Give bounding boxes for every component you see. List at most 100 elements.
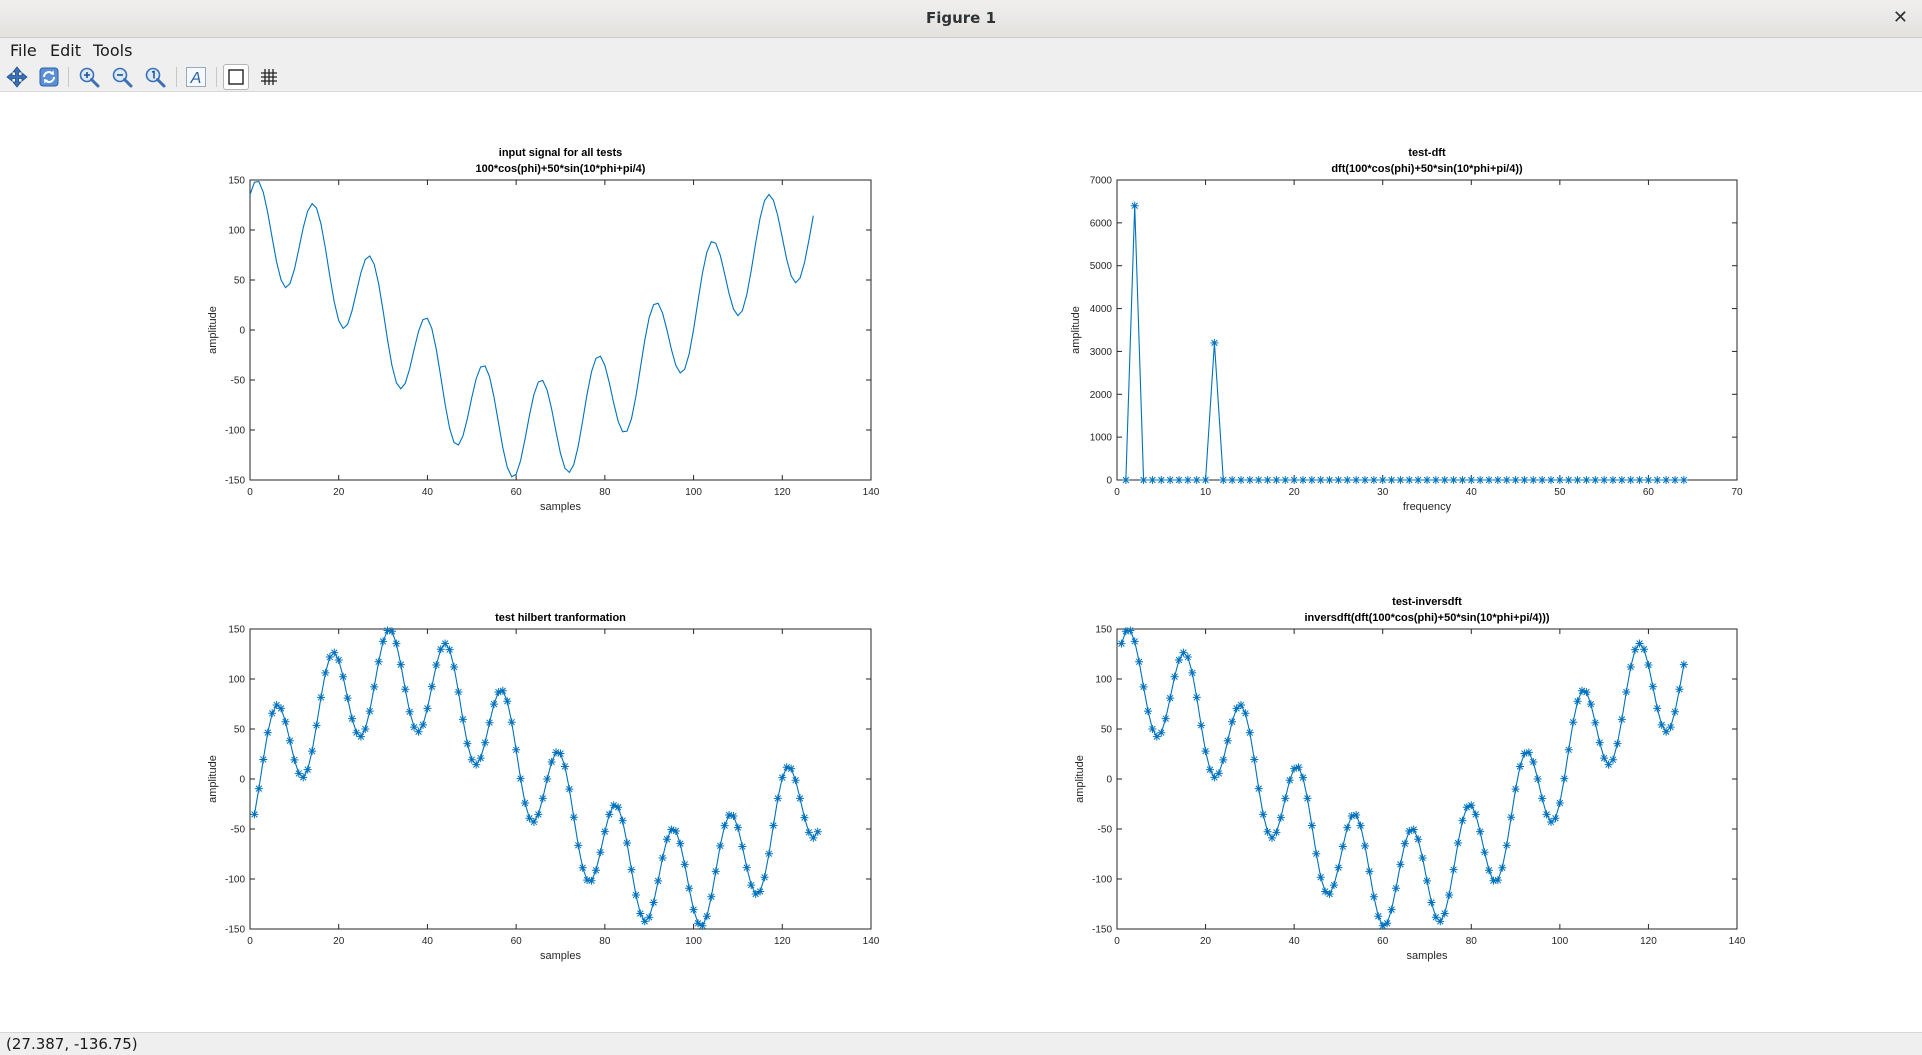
y-tick-label: -50 — [231, 376, 246, 387]
menu-tools[interactable]: Tools — [93, 41, 133, 60]
data-point-marker-17 — [1272, 476, 1281, 484]
data-point-marker-66 — [543, 775, 552, 784]
y-axis-label: amplitude — [207, 755, 219, 803]
x-tick-label: 0 — [247, 487, 253, 498]
data-point-marker-48 — [1547, 476, 1555, 484]
figure-svg[interactable]: 0 20 40 60 80 100 120 140-150-100-50050100150in… — [0, 92, 1922, 1032]
y-tick-label: 0 — [239, 775, 245, 786]
data-point-marker-74 — [578, 863, 587, 872]
data-point-marker-85 — [627, 865, 636, 874]
x-tick-label: 100 — [685, 487, 702, 498]
x-tick-label: 120 — [1640, 936, 1657, 947]
series-line — [253, 629, 819, 927]
data-point-marker-32 — [392, 639, 401, 648]
chart-title-line-2: dft(100*cos(phi)+50*sin(10*phi+pi/4)) — [1331, 163, 1523, 175]
data-point-marker-56 — [1617, 476, 1626, 484]
data-point-marker-57 — [1369, 892, 1378, 901]
toolbar: A — [0, 62, 1922, 92]
data-point-marker-61 — [1387, 905, 1396, 914]
data-point-marker-2 — [259, 755, 268, 764]
data-point-marker-16 — [321, 668, 330, 677]
data-point-marker-8 — [1152, 732, 1161, 741]
data-point-marker-125 — [1671, 707, 1679, 716]
zoom-reset-icon[interactable] — [142, 64, 168, 90]
data-point-marker-22 — [1214, 769, 1223, 778]
grid-toggle-icon[interactable] — [256, 64, 282, 90]
zoom-in-icon[interactable] — [76, 64, 102, 90]
status-bar: (27.387, -136.75) — [0, 1032, 1922, 1055]
y-tick-label: -50 — [231, 825, 246, 836]
data-point-marker-104 — [1578, 686, 1586, 695]
data-point-marker-53 — [485, 718, 494, 727]
x-axis-label: samples — [540, 501, 581, 513]
data-point-marker-101 — [1564, 745, 1573, 754]
data-point-marker-4 — [268, 709, 277, 718]
menu-file[interactable]: File — [10, 41, 37, 60]
data-point-marker-15 — [1183, 653, 1192, 662]
data-point-marker-11 — [299, 773, 308, 782]
x-tick-label: 40 — [1466, 487, 1478, 498]
x-tick-label: 0 — [247, 936, 253, 947]
data-point-marker-107 — [1591, 718, 1600, 727]
data-point-marker-127 — [1679, 660, 1688, 669]
data-point-marker-127 — [813, 827, 822, 836]
data-point-marker-83 — [1485, 866, 1493, 875]
data-point-marker-42 — [1303, 794, 1312, 803]
data-point-marker-1 — [1121, 627, 1130, 636]
data-point-marker-92 — [1524, 748, 1533, 757]
zoom-out-icon[interactable] — [109, 64, 135, 90]
data-point-marker-34 — [1268, 833, 1276, 842]
y-tick-label: 1000 — [1090, 433, 1113, 444]
data-point-marker-73 — [574, 841, 583, 850]
x-tick-label: 40 — [422, 936, 434, 947]
x-tick-label: 20 — [1289, 487, 1301, 498]
window-titlebar: Figure 1 ✕ — [0, 0, 1922, 38]
data-point-marker-30 — [383, 626, 392, 635]
data-point-marker-82 — [1480, 848, 1489, 857]
data-point-marker-100 — [1560, 774, 1569, 783]
data-point-marker-65 — [1405, 827, 1414, 836]
data-point-marker-25 — [361, 724, 370, 733]
data-point-marker-55 — [494, 688, 503, 697]
data-point-marker-20 — [339, 672, 348, 681]
data-point-marker-69 — [1423, 876, 1431, 885]
data-point-marker-31 — [387, 627, 396, 636]
data-point-marker-59 — [1644, 476, 1653, 484]
data-point-marker-0 — [1117, 639, 1126, 648]
data-point-marker-34 — [401, 685, 410, 694]
data-point-marker-64 — [1400, 839, 1409, 848]
data-point-marker-55 — [1361, 841, 1369, 850]
text-insert-icon[interactable]: A — [183, 64, 209, 90]
y-tick-label: -150 — [225, 925, 245, 936]
data-point-marker-63 — [1679, 476, 1688, 484]
data-point-marker-13 — [1237, 476, 1245, 484]
data-point-marker-15 — [316, 693, 325, 702]
figure-canvas[interactable]: 0 20 40 60 80 100 120 140 -150 -100 -50 0 50 100 150 in… — [0, 92, 1922, 1032]
data-point-marker-72 — [1436, 917, 1445, 926]
data-point-marker-9 — [1157, 728, 1166, 737]
y-tick-label: 50 — [234, 725, 246, 736]
data-point-marker-31 — [1396, 476, 1405, 484]
data-point-marker-12 — [1170, 672, 1179, 681]
series-markers — [250, 626, 822, 930]
data-point-marker-87 — [1502, 841, 1511, 850]
data-point-marker-73 — [1440, 909, 1449, 918]
axes-box-toggle-icon[interactable] — [223, 64, 249, 90]
data-point-marker-54 — [1356, 821, 1365, 830]
data-point-marker-84 — [623, 839, 632, 848]
close-icon[interactable]: ✕ — [1892, 7, 1908, 28]
subplot-2: 0 10 20 30 40 50 60 70 0 1000 2000 3000 4000 5000 6000… — [1070, 147, 1743, 513]
data-point-marker-26 — [1232, 704, 1241, 713]
rotate-icon[interactable] — [36, 64, 62, 90]
data-point-marker-4 — [1157, 476, 1166, 484]
data-point-marker-60 — [516, 774, 525, 783]
data-point-marker-6 — [1144, 707, 1152, 716]
data-point-marker-114 — [756, 887, 765, 896]
data-point-marker-123 — [796, 794, 805, 803]
x-tick-label: 80 — [1466, 936, 1478, 947]
pan-icon[interactable] — [4, 64, 30, 90]
data-point-marker-19 — [1290, 476, 1299, 484]
data-point-marker-111 — [1609, 755, 1617, 764]
chart-title-line-1: test-dft — [1408, 147, 1446, 159]
menu-edit[interactable]: Edit — [50, 41, 81, 60]
